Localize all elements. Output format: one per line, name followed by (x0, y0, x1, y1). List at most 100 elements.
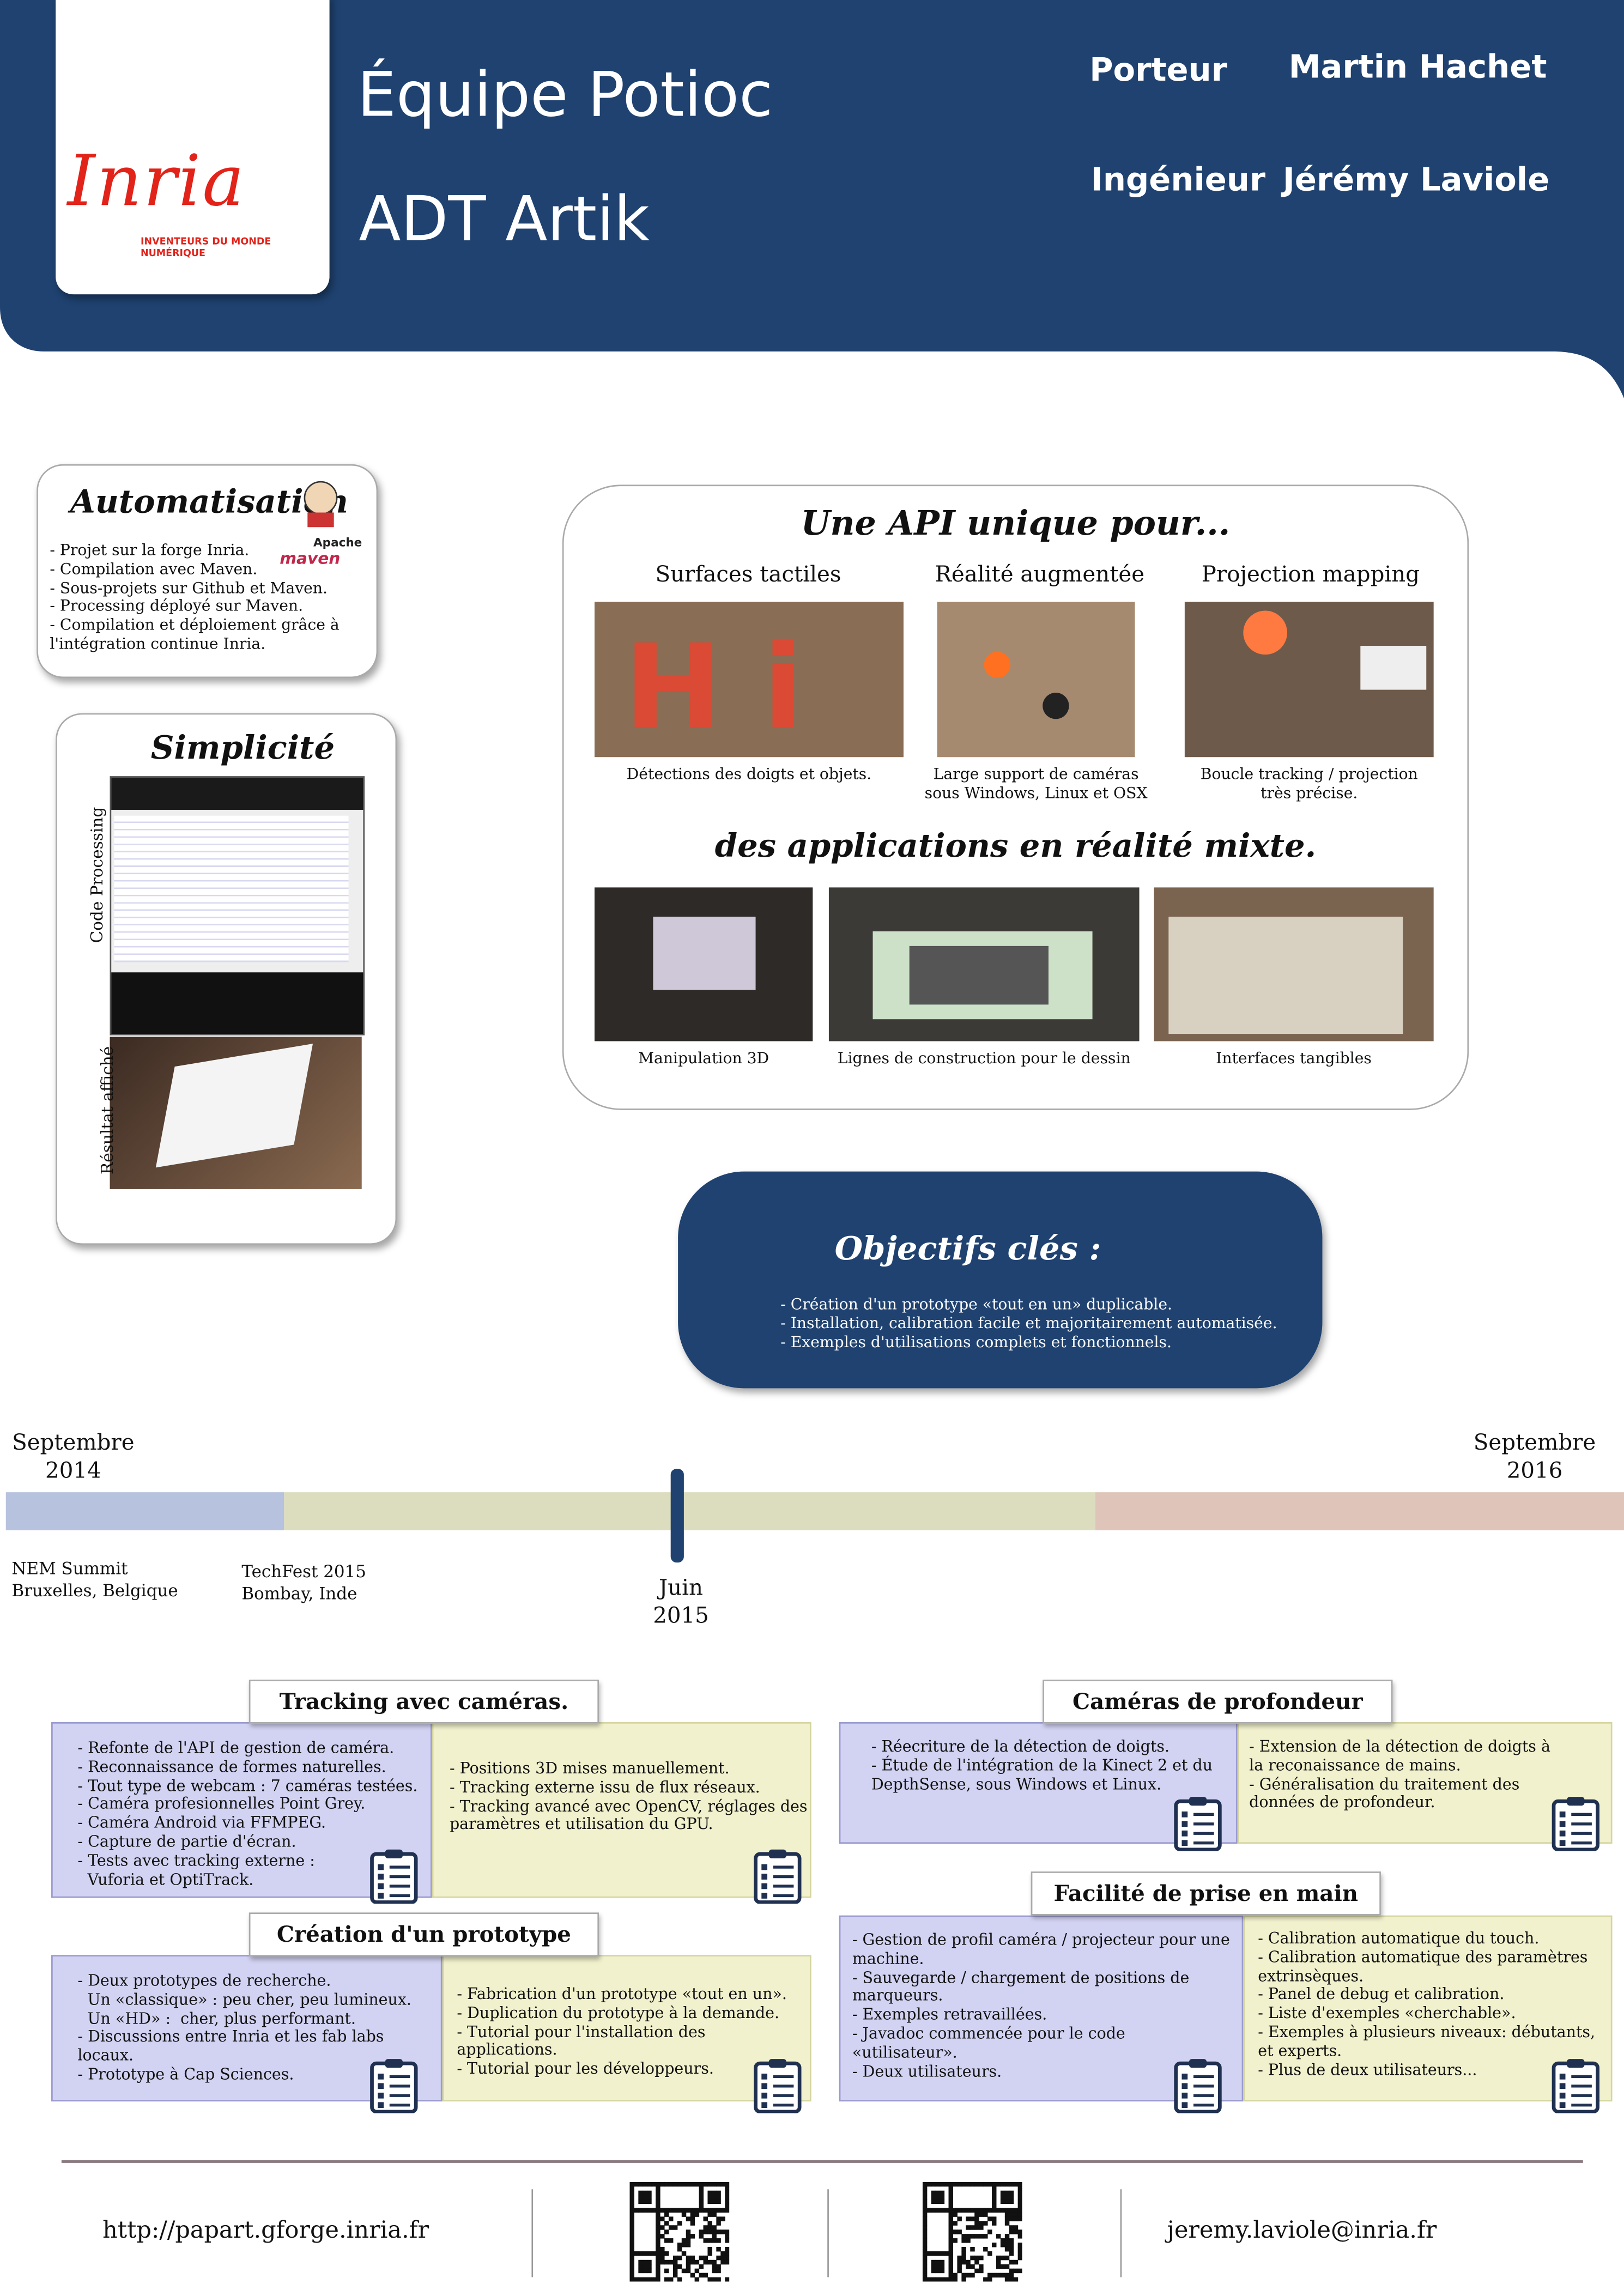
panel-left: - Réecriture de la détection de doigts. -… (839, 1722, 1238, 1844)
photo (937, 602, 1135, 758)
url: http://papart.gforge.inria.fr (102, 2215, 429, 2244)
list-item: - Fabrication d'un prototype «tout en un… (457, 1985, 787, 2003)
maven-logo: Apache (313, 536, 362, 549)
email: jeremy.laviole@inria.fr (1167, 2215, 1437, 2244)
subtitle: ADT Artik (359, 183, 650, 255)
person: Martin Hachet (1288, 50, 1547, 87)
photo: H i (594, 602, 904, 758)
timeline-segment (5, 1492, 284, 1531)
caption: Détections des doigts et objets. (626, 766, 872, 784)
photo (828, 887, 1140, 1041)
timeline-event: NEM Summit Bruxelles, Belgique (11, 1558, 178, 1602)
simplicite-box: Simplicité Code Processing Résultat affi… (56, 713, 397, 1245)
list-item: Vuforia et OptiTrack. (77, 1870, 254, 1889)
list-item: TechFest 2015 (241, 1561, 366, 1582)
list-item: - Plus de deux utilisateurs... (1258, 2061, 1477, 2079)
clipboard-icon (1552, 1797, 1599, 1851)
role: Ingénieur (1090, 162, 1266, 199)
list-item: Juin (658, 1574, 703, 1601)
list-item: - Compilation et déploiement grâce à l'i… (50, 616, 344, 653)
panel-right: - Calibration automatique du touch. - Cal… (1243, 1915, 1613, 2101)
timeline-marker (670, 1469, 684, 1563)
list-item: - Deux prototypes de recherche. (77, 1972, 331, 1990)
header-bg (0, 0, 1624, 398)
list-item: - Prototype à Cap Sciences. (77, 2066, 294, 2084)
list-item: - Réecriture de la détection de doigts. (871, 1738, 1170, 1756)
column-heading: Projection mapping (1201, 561, 1420, 587)
list-item: - Tracking externe issu de flux réseaux. (449, 1779, 760, 1797)
section-title: Caméras de profondeur (1043, 1680, 1393, 1724)
photo (1154, 887, 1434, 1041)
list-item: - Caméra profesionnelles Point Grey. (77, 1796, 366, 1814)
photo (594, 887, 813, 1041)
timeline-event: TechFest 2015 Bombay, Inde (241, 1561, 366, 1605)
timeline-milestone: Juin 2015 (622, 1574, 740, 1630)
timeline-end: Septembre 2016 (1462, 1429, 1608, 1485)
timeline-start: Septembre 2014 (0, 1429, 147, 1485)
list-item: Bruxelles, Belgique (11, 1580, 178, 1601)
list-item: - Sous-projets sur Github et Maven. (50, 579, 328, 597)
list-item: - Installation, calibration facile et ma… (780, 1314, 1277, 1332)
list-item: - Calibration automatique du touch. (1258, 1930, 1540, 1948)
separator (1120, 2189, 1122, 2277)
photo (1184, 602, 1434, 758)
list-item: Un «HD» : cher, plus performant. (77, 2010, 356, 2028)
list-item: - Exemples à plusieurs niveaux: débutant… (1258, 2024, 1601, 2061)
separator (531, 2189, 534, 2277)
qr-code (922, 2182, 1022, 2282)
list-item: - Tutorial pour les développeurs. (457, 2061, 714, 2079)
list-item: - Caméra Android via FFMPEG. (77, 1814, 326, 1833)
list-item: - Tracking avancé avec OpenCV, réglages … (449, 1797, 813, 1834)
box-title: Simplicité (150, 729, 335, 768)
list-item: - Exemples retravaillées. (852, 2006, 1047, 2025)
timeline-segment (284, 1492, 1095, 1531)
column-heading: Surfaces tactiles (655, 561, 841, 587)
list-item: Bombay, Inde (241, 1583, 357, 1604)
list-item: 2014 (45, 1457, 101, 1484)
person: Jérémy Laviole (1282, 162, 1550, 199)
clipboard-icon (1552, 2059, 1599, 2113)
clipboard-icon (1174, 1797, 1222, 1851)
clipboard-icon (754, 2059, 802, 2113)
box-title: Automatisation (70, 483, 348, 522)
list-item: Un «classique» : peu cher, peu lumineux. (77, 1991, 411, 2009)
list-item: - Reconnaissance de formes naturelles. (77, 1758, 386, 1776)
maven-logo: maven (280, 549, 341, 568)
list-item: - Duplication du prototype à la demande. (457, 2004, 780, 2022)
list-item: - Discussions entre Inria et les fab lab… (77, 2028, 389, 2065)
list-item: - Tout type de webcam : 7 caméras testée… (77, 1777, 418, 1795)
title: Équipe Potioc (357, 58, 773, 131)
list-item: - Tests avec tracking externe : (77, 1852, 315, 1870)
list-item: - Positions 3D mises manuellement. (449, 1760, 730, 1778)
list-item: - Calibration automatique des paramètres… (1258, 1948, 1593, 1985)
list-item: - Processing déployé sur Maven. (50, 598, 304, 616)
logo-tagline: INVENTEURS DU MONDE NUMÉRIQUE (140, 235, 271, 259)
side-label: Code Processing (88, 807, 107, 943)
box-subtitle: des applications en réalité mixte. (714, 827, 1317, 866)
column-heading: Réalité augmentée (935, 561, 1145, 587)
qr-code (629, 2182, 730, 2282)
list-item: - Gestion de profil caméra / projecteur … (852, 1931, 1240, 1968)
list-item: - Javadoc commencée pour le code «utilis… (852, 2025, 1130, 2062)
code-screenshot (110, 776, 365, 1035)
list-item: - Projet sur la forge Inria. (50, 542, 250, 560)
list-item: - Sauvegarde / chargement de positions d… (852, 1969, 1195, 2006)
clipboard-icon (370, 1849, 418, 1904)
list: - Projet sur la forge Inria. - Compilatio… (50, 542, 342, 654)
list-item: - Généralisation du traitement des donné… (1249, 1776, 1525, 1812)
list-item: NEM Summit (11, 1558, 128, 1579)
list-item: Septembre (1473, 1429, 1596, 1456)
footer-rule (61, 2160, 1583, 2163)
caption: Lignes de construction pour le dessin (837, 1050, 1131, 1068)
caption: Manipulation 3D (638, 1050, 769, 1068)
logo: Inria (67, 140, 246, 223)
caption: Interfaces tangibles (1216, 1050, 1372, 1068)
list-item: 2016 (1506, 1457, 1563, 1484)
list-item: - Exemples d'utilisations complets et fo… (780, 1333, 1172, 1352)
list-item: - Compilation avec Maven. (50, 560, 258, 578)
separator (827, 2189, 829, 2277)
list-item: - Étude de l'intégration de la Kinect 2 … (871, 1756, 1218, 1794)
objectifs-box: Objectifs clés : - Création d'un prototy… (678, 1171, 1323, 1389)
